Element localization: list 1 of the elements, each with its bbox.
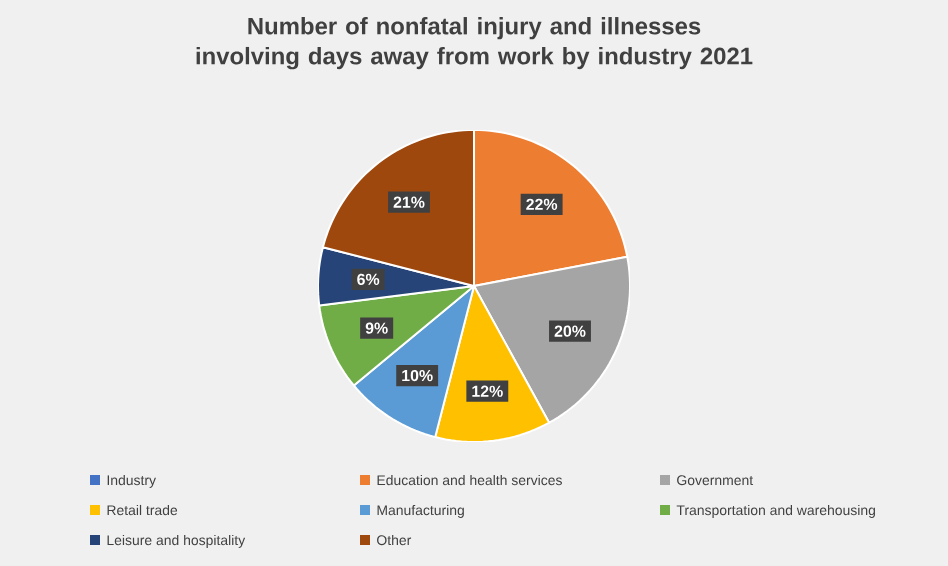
chart-title: Number of nonfatal injury and illnesses involving days away from work by industry 2021 — [196, 17, 753, 70]
